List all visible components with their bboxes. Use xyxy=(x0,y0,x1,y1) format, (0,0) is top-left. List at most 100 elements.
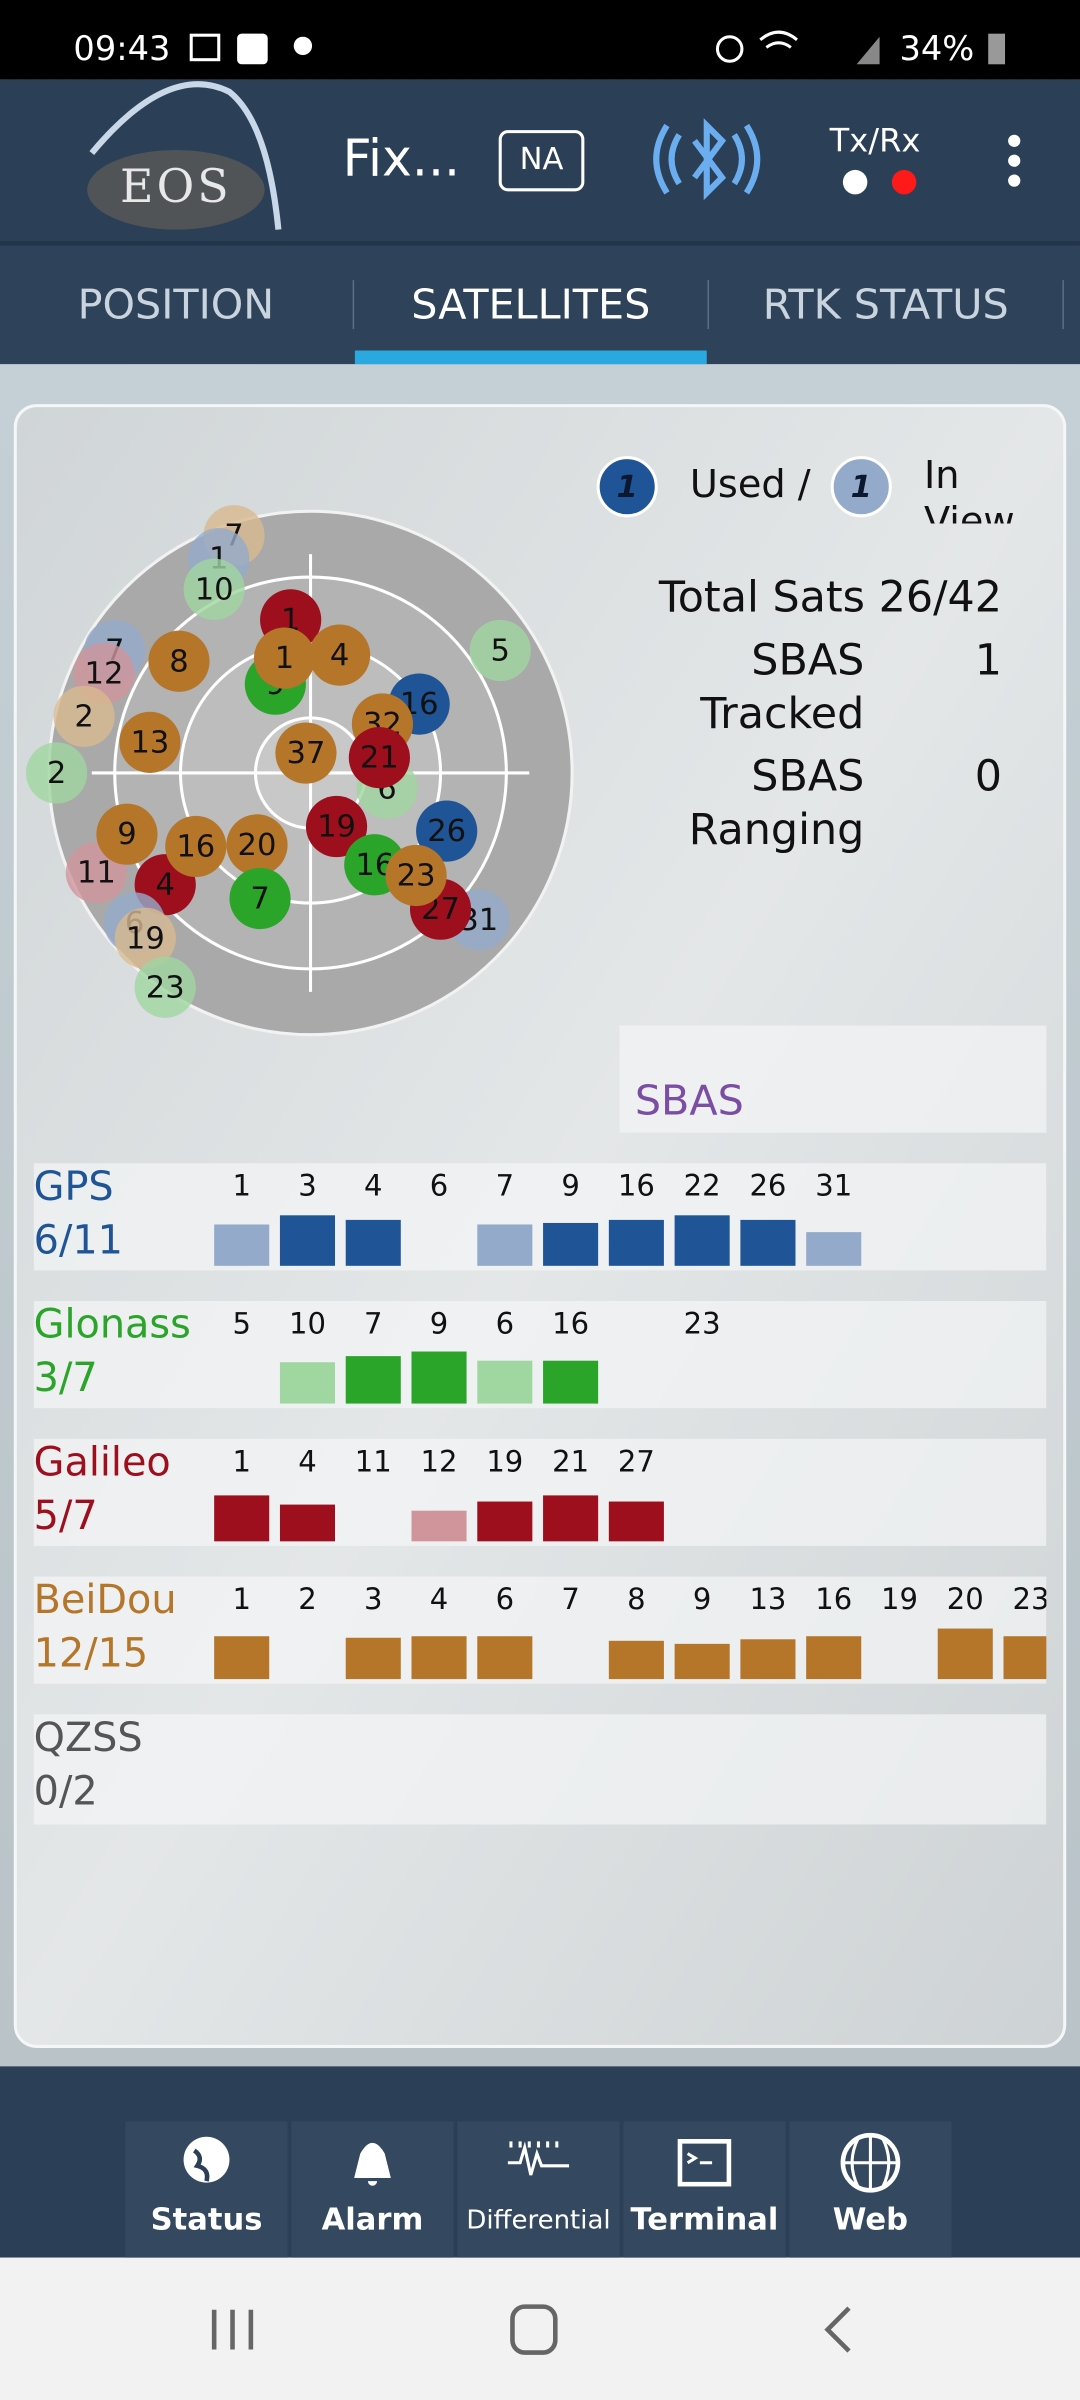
alarm-icon xyxy=(715,35,744,63)
prn-label: 20 xyxy=(947,1582,984,1616)
signal-bar xyxy=(674,1215,730,1266)
sky-satellite-label: 1 xyxy=(275,641,294,676)
prn-label: 23 xyxy=(684,1307,721,1341)
nav-button-bg xyxy=(291,2121,454,2260)
signal-bar xyxy=(543,1360,599,1404)
app-icon xyxy=(237,33,268,65)
signal-bar xyxy=(214,1495,270,1542)
prn-label: 6 xyxy=(430,1169,448,1203)
prn-label: 19 xyxy=(881,1582,918,1616)
nav-button[interactable]: Web xyxy=(789,2121,952,2260)
sky-satellite-label: 4 xyxy=(330,638,349,673)
constellation-name: QZSS xyxy=(34,1715,143,1761)
sbas-tracked-label: Tracked xyxy=(699,689,864,739)
sbas-tracked-label: SBAS xyxy=(751,635,864,685)
sky-satellite-label: 8 xyxy=(169,644,188,679)
signal-bar xyxy=(543,1495,599,1542)
constellation-name: Galileo xyxy=(34,1439,171,1485)
sky-satellite-label: 21 xyxy=(360,741,399,776)
legend-used-number: 1 xyxy=(617,470,638,505)
wifi-icon xyxy=(759,30,798,49)
sky-satellite-label: 10 xyxy=(195,572,234,607)
legend-in-view-line: In xyxy=(924,453,960,498)
bluetooth-icon[interactable] xyxy=(653,118,761,201)
nav-icon-group xyxy=(183,2136,230,2183)
constellation-row xyxy=(33,1438,1047,1546)
sky-satellite-label: 23 xyxy=(146,970,185,1005)
tab[interactable]: SATELLITES xyxy=(411,281,650,329)
home-button[interactable] xyxy=(510,2304,558,2355)
sbas-tracked-value: 1 xyxy=(975,635,1002,685)
recent-apps-button[interactable] xyxy=(211,2309,254,2350)
nav-label: Terminal xyxy=(631,2202,779,2237)
sky-satellite xyxy=(348,727,410,789)
status-bar xyxy=(0,0,1080,80)
sky-satellite xyxy=(165,815,227,878)
logo-swoosh xyxy=(89,81,282,230)
sky-satellite xyxy=(253,627,316,689)
signal-bar xyxy=(411,1351,467,1404)
legend-in-view-number: 1 xyxy=(851,470,872,505)
sky-satellite xyxy=(305,795,368,858)
sky-satellite-label: 2 xyxy=(74,699,93,734)
nav-button[interactable]: Terminal xyxy=(623,2121,786,2260)
constellation-count: 0/2 xyxy=(34,1768,98,1814)
battery-icon xyxy=(988,33,1006,65)
tab[interactable]: POSITION xyxy=(78,281,275,329)
signal-bar xyxy=(1003,1636,1047,1680)
sky-satellite xyxy=(119,711,181,773)
prn-label: 1 xyxy=(232,1444,250,1478)
signal-bar xyxy=(806,1636,862,1680)
sky-satellite xyxy=(226,814,288,876)
prn-label: 3 xyxy=(364,1582,382,1616)
bulb-icon xyxy=(293,36,313,56)
nav-icon xyxy=(183,2136,230,2183)
signal-bar xyxy=(674,1643,730,1680)
prn-label: 16 xyxy=(552,1307,589,1341)
prn-label: 11 xyxy=(355,1444,392,1478)
prn-label: 4 xyxy=(364,1169,382,1203)
signal-bar xyxy=(411,1636,467,1680)
prn-label: 22 xyxy=(684,1169,721,1203)
nav-button[interactable]: Alarm xyxy=(291,2121,454,2260)
nav-button-bg xyxy=(623,2121,786,2260)
badge-box xyxy=(498,130,585,192)
signal-bar xyxy=(608,1219,664,1266)
sbas-ranging-value: 0 xyxy=(975,752,1002,802)
prn-label: 5 xyxy=(232,1307,250,1341)
constellation-row xyxy=(33,1163,1047,1271)
nav-icon xyxy=(686,2152,713,2165)
prn-label: 1 xyxy=(232,1582,250,1616)
sky-satellite-label: 37 xyxy=(286,736,325,771)
back-button[interactable] xyxy=(824,2306,851,2353)
prn-label: 16 xyxy=(815,1582,852,1616)
tab[interactable]: RTK STATUS xyxy=(763,281,1009,329)
nav-button[interactable]: Status xyxy=(125,2121,288,2260)
prn-label: 9 xyxy=(430,1307,448,1341)
signal-bar xyxy=(740,1219,796,1266)
signal-bar xyxy=(279,1504,336,1542)
sky-satellite-label: 9 xyxy=(117,817,136,852)
nav-label: Differential xyxy=(466,2205,610,2235)
sky-satellite xyxy=(469,619,531,682)
sky-satellite-label: 20 xyxy=(238,828,277,863)
menu-button[interactable] xyxy=(1008,134,1021,187)
prn-label: 9 xyxy=(693,1582,711,1616)
system-nav xyxy=(0,2257,1080,2400)
signal-bar xyxy=(345,1356,401,1404)
signal-bar xyxy=(214,1636,270,1680)
signal-bar xyxy=(279,1362,336,1404)
prn-label: 27 xyxy=(618,1444,655,1478)
sky-satellite-label: 19 xyxy=(126,921,165,956)
nav-button[interactable]: Differential xyxy=(457,2121,620,2260)
signal-bar xyxy=(543,1222,599,1266)
fix-status: Fix... xyxy=(343,129,460,188)
signal-bar xyxy=(477,1636,533,1680)
prn-label: 12 xyxy=(421,1444,458,1478)
signal-bar xyxy=(477,1224,533,1266)
txrx-label: Tx/Rx xyxy=(829,121,921,159)
constellation-count: 6/11 xyxy=(34,1217,123,1263)
constellation-count: 12/15 xyxy=(34,1631,149,1677)
